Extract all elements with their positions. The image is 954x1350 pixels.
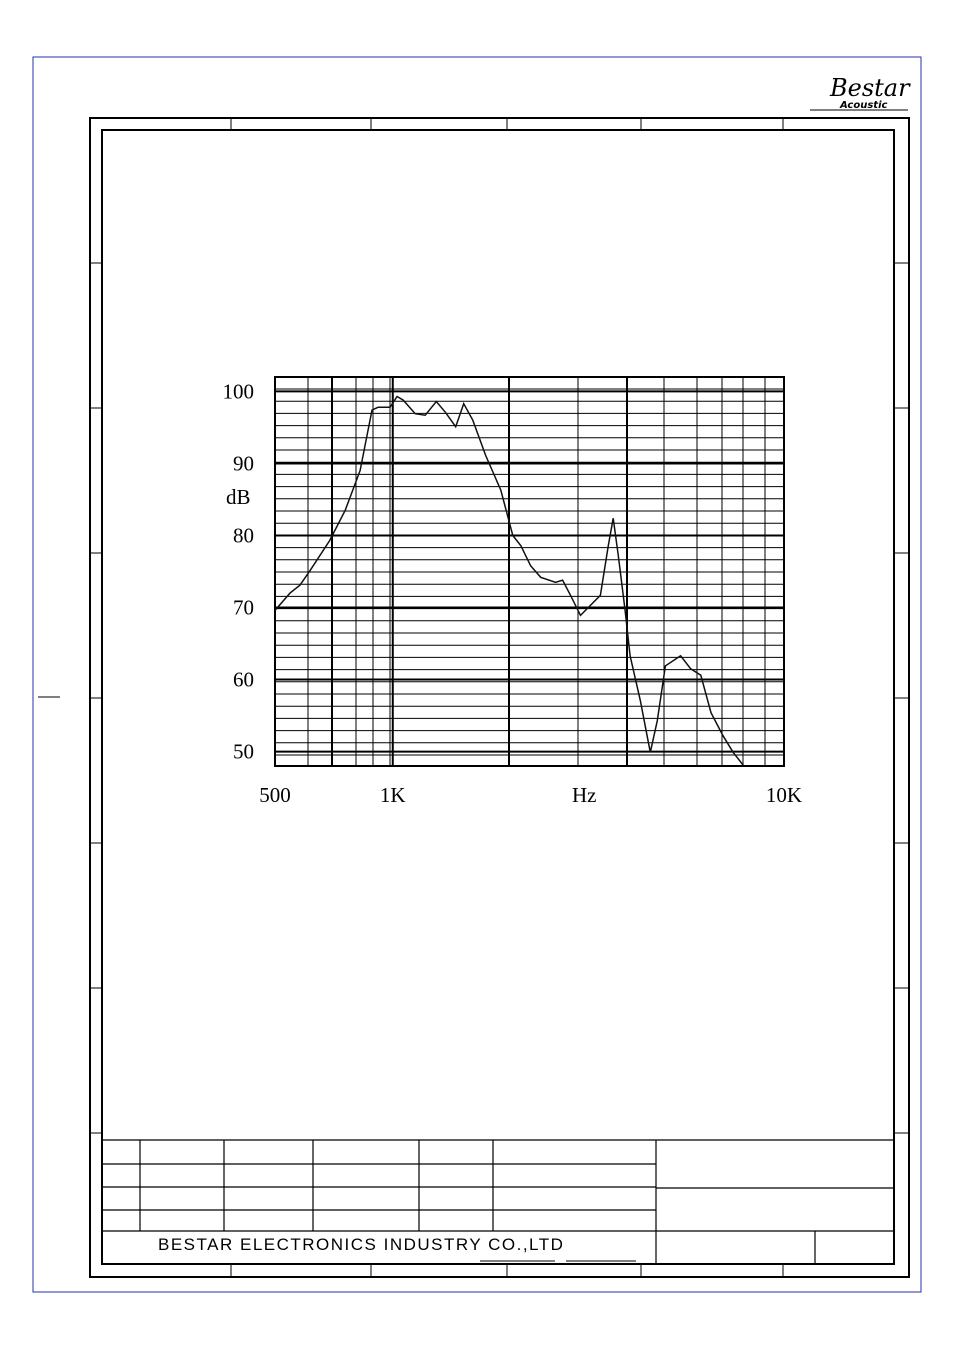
y-tick-label: 60 — [233, 668, 254, 692]
x-tick-label: 500 — [259, 783, 291, 807]
x-tick-label: 1K — [380, 783, 406, 807]
x-axis-label: Hz — [572, 783, 597, 807]
y-tick-label: 100 — [223, 379, 255, 403]
chart: 50 60 70 80 90 100 500 1K 10K — [223, 376, 802, 807]
y-tick-label: 80 — [233, 523, 254, 547]
y-axis-label: dB — [226, 485, 251, 509]
y-tick-label: 50 — [233, 740, 254, 764]
company-name: BESTAR ELECTRONICS INDUSTRY CO.,LTD — [158, 1235, 564, 1254]
frame — [38, 109, 910, 1278]
x-tick-label: 10K — [766, 783, 802, 807]
logo: Bestar — [829, 74, 911, 102]
y-tick-label: 70 — [233, 596, 254, 620]
y-tick-label: 90 — [233, 451, 254, 475]
page-border — [32, 56, 922, 1293]
logo-sub: Acoustic — [839, 100, 888, 111]
response-curve — [274, 395, 744, 766]
